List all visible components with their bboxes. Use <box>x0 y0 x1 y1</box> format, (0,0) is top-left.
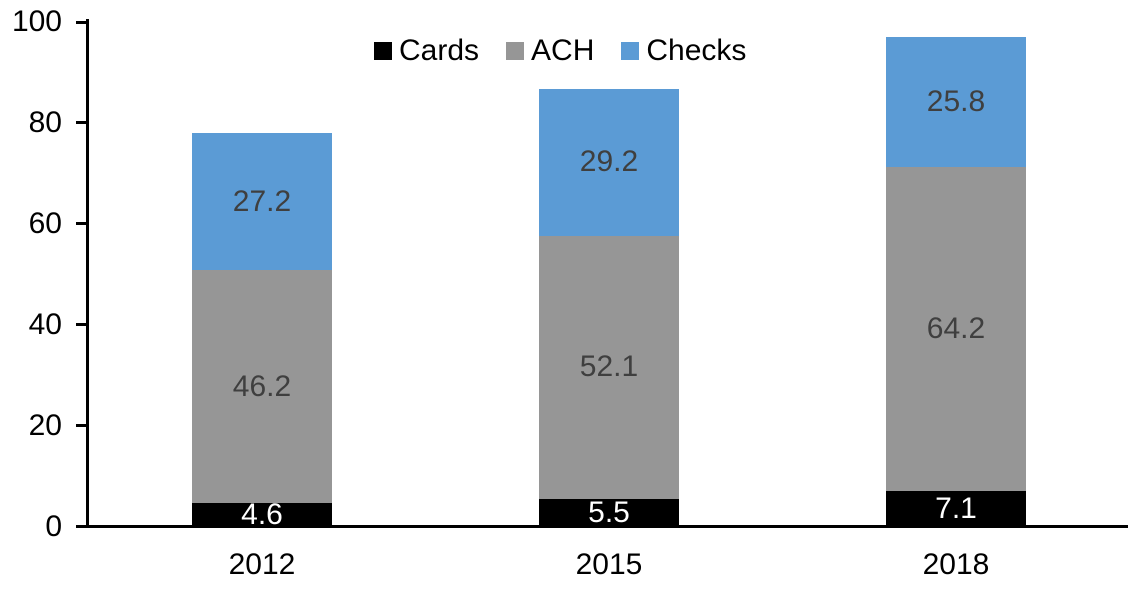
legend-item-ach: ACH <box>506 36 594 66</box>
legend-label-cards: Cards <box>399 34 480 67</box>
legend-label-ach: ACH <box>531 34 595 67</box>
data-label-checks-2018: 25.8 <box>926 84 986 118</box>
y-tick-20 <box>76 424 89 428</box>
legend-swatch-cards-icon <box>374 42 392 60</box>
y-tick-60 <box>76 222 89 226</box>
x-axis-line <box>76 525 1128 528</box>
data-label-cards-2015: 5.5 <box>588 495 630 529</box>
y-tick-label-60: 60 <box>28 206 62 240</box>
chart-legend: Cards ACH Checks <box>374 36 746 66</box>
data-label-ach-2015: 52.1 <box>579 350 639 384</box>
bar-segment-checks-2015 <box>539 88 679 236</box>
x-axis-label-2015: 2015 <box>575 548 643 581</box>
bar-segment-ach-2018 <box>886 166 1026 491</box>
bar-segment-ach-2015 <box>539 235 679 499</box>
data-label-checks-2015: 29.2 <box>579 145 639 179</box>
bar-segment-cards-2015 <box>539 498 679 527</box>
bar-segment-ach-2012 <box>192 270 332 504</box>
legend-swatch-ach-icon <box>506 42 525 60</box>
bar-segment-checks-2018 <box>886 36 1026 167</box>
x-axis-label-2018: 2018 <box>922 548 990 581</box>
bar-segment-checks-2012 <box>192 132 332 271</box>
legend-item-cards: Cards <box>374 36 479 66</box>
y-tick-100 <box>76 20 89 24</box>
y-tick-label-20: 20 <box>28 408 62 442</box>
data-label-checks-2012: 27.2 <box>232 184 292 218</box>
legend-swatch-checks-icon <box>621 42 640 60</box>
y-axis-line <box>86 19 89 528</box>
y-tick-40 <box>76 323 89 327</box>
x-axis-label-2012: 2012 <box>228 548 296 581</box>
y-tick-label-100: 100 <box>11 5 62 38</box>
bar-segment-cards-2018 <box>886 490 1026 527</box>
y-tick-label-0: 0 <box>45 509 62 543</box>
y-tick-80 <box>76 121 89 125</box>
data-label-cards-2012: 4.6 <box>241 497 283 531</box>
legend-label-checks: Checks <box>646 34 747 67</box>
data-label-ach-2012: 46.2 <box>232 369 292 403</box>
bar-segment-cards-2012 <box>192 503 332 527</box>
y-tick-label-80: 80 <box>28 105 62 139</box>
legend-item-checks: Checks <box>621 36 746 66</box>
y-tick-label-40: 40 <box>28 307 62 341</box>
data-label-ach-2018: 64.2 <box>926 311 986 345</box>
data-label-cards-2018: 7.1 <box>935 491 977 525</box>
